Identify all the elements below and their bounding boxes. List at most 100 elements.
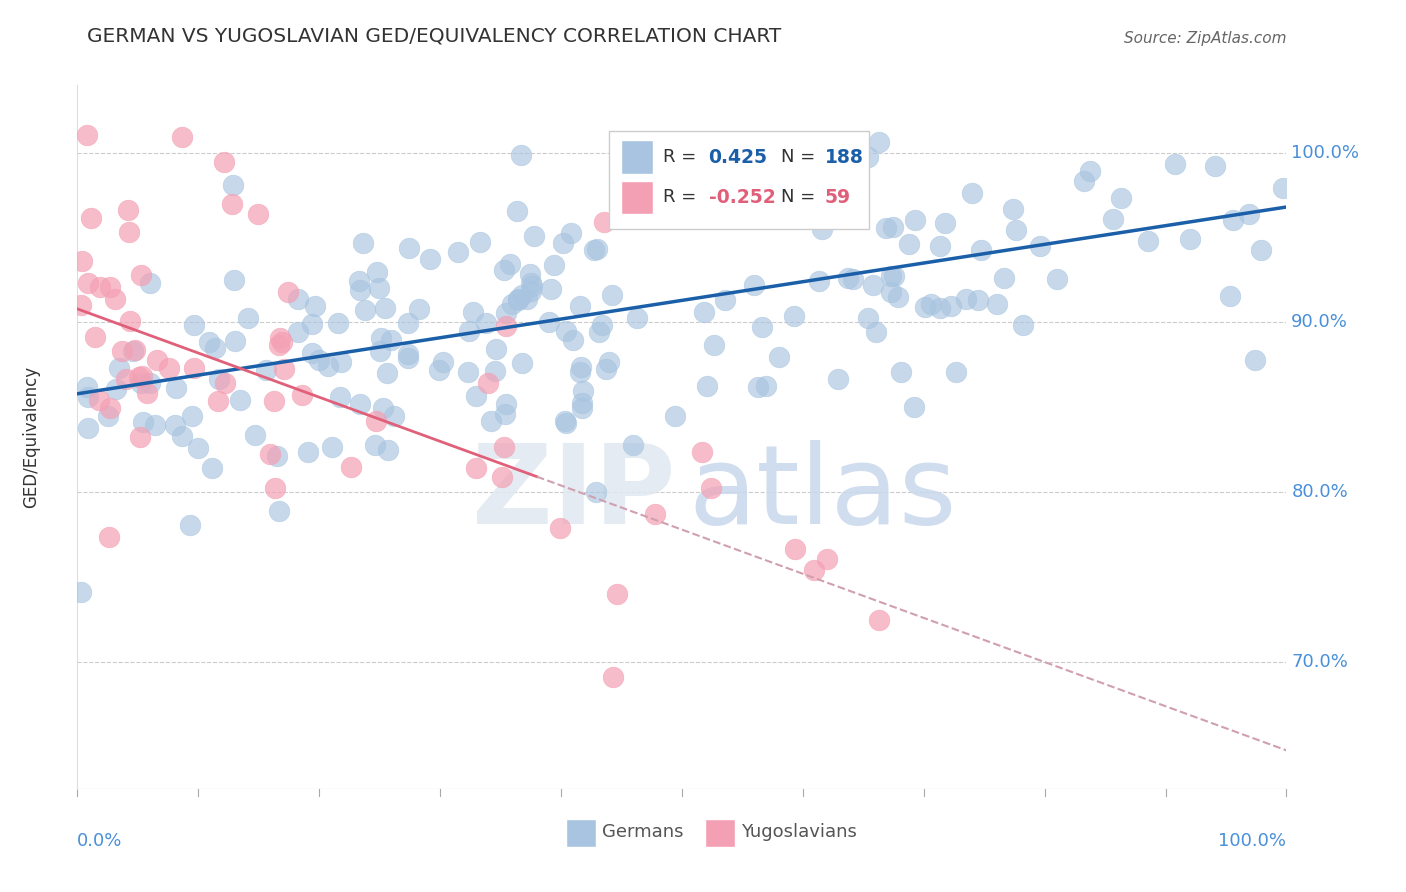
Text: atlas: atlas	[688, 440, 956, 547]
Point	[165, 381, 187, 395]
Point	[495, 397, 517, 411]
Point	[856, 150, 879, 164]
Point	[1005, 223, 1028, 237]
Point	[117, 225, 139, 239]
Point	[569, 365, 592, 379]
Point	[366, 265, 388, 279]
Point	[744, 277, 766, 292]
Point	[914, 300, 936, 314]
Point	[904, 213, 927, 227]
Point	[1244, 352, 1267, 367]
Text: GED/Equivalency: GED/Equivalency	[22, 366, 41, 508]
Point	[1204, 159, 1226, 173]
Point	[506, 203, 529, 218]
Point	[519, 267, 541, 281]
Point	[287, 325, 309, 339]
Text: 0.425: 0.425	[709, 148, 768, 167]
Point	[1102, 212, 1125, 227]
Point	[198, 334, 221, 349]
Point	[139, 276, 162, 290]
Point	[693, 305, 716, 319]
Point	[554, 416, 576, 430]
Point	[510, 287, 533, 301]
Point	[368, 343, 391, 358]
Point	[474, 316, 496, 330]
Point	[664, 409, 686, 423]
Point	[929, 238, 952, 252]
Point	[98, 280, 121, 294]
Point	[751, 320, 773, 334]
Point	[1219, 289, 1241, 303]
Point	[520, 285, 543, 299]
Point	[755, 379, 778, 393]
Point	[329, 355, 352, 369]
Point	[662, 186, 685, 201]
Point	[121, 344, 143, 359]
Point	[375, 366, 398, 380]
Point	[373, 401, 395, 415]
Point	[595, 362, 617, 376]
Point	[277, 285, 299, 299]
Point	[382, 409, 405, 423]
Text: Yugoslavians: Yugoslavians	[741, 822, 858, 840]
Point	[468, 235, 491, 249]
Point	[104, 292, 127, 306]
Point	[591, 318, 613, 332]
Point	[108, 360, 131, 375]
Point	[491, 469, 513, 483]
Point	[254, 363, 277, 377]
Point	[366, 414, 388, 428]
Point	[316, 359, 339, 374]
Point	[593, 215, 616, 229]
Text: N =: N =	[782, 148, 815, 166]
Point	[97, 409, 120, 423]
Point	[329, 390, 352, 404]
Point	[602, 670, 624, 684]
Point	[506, 293, 529, 307]
Point	[263, 394, 285, 409]
Point	[862, 278, 884, 293]
Point	[523, 229, 546, 244]
Point	[969, 244, 991, 258]
Point	[301, 346, 323, 360]
Point	[129, 376, 152, 391]
Point	[827, 372, 849, 386]
Point	[246, 207, 269, 221]
Point	[304, 299, 326, 313]
Point	[214, 376, 236, 390]
Point	[815, 551, 838, 566]
Point	[768, 351, 790, 365]
Point	[380, 334, 402, 348]
Text: 90.0%: 90.0%	[1291, 313, 1348, 332]
Point	[501, 297, 523, 311]
Point	[583, 243, 606, 257]
Point	[882, 219, 904, 234]
Point	[1109, 191, 1132, 205]
Point	[297, 445, 319, 459]
Point	[484, 364, 506, 378]
Point	[692, 445, 714, 459]
Point	[494, 408, 516, 422]
Point	[554, 325, 576, 339]
Point	[76, 128, 98, 142]
Point	[1073, 174, 1095, 188]
Point	[841, 272, 863, 286]
Point	[626, 311, 648, 326]
Point	[77, 276, 100, 290]
Point	[396, 347, 419, 361]
Point	[568, 299, 591, 313]
Text: 0.0%: 0.0%	[77, 831, 122, 850]
Text: GERMAN VS YUGOSLAVIAN GED/EQUIVALENCY CORRELATION CHART: GERMAN VS YUGOSLAVIAN GED/EQUIVALENCY CO…	[87, 27, 782, 46]
Point	[785, 542, 807, 557]
Point	[898, 237, 921, 252]
Point	[447, 245, 470, 260]
Point	[457, 324, 479, 338]
Point	[571, 384, 593, 398]
Point	[920, 297, 942, 311]
Point	[494, 440, 516, 454]
Point	[131, 368, 153, 383]
Point	[837, 270, 859, 285]
Point	[187, 441, 209, 455]
Point	[495, 318, 517, 333]
Point	[287, 293, 309, 307]
